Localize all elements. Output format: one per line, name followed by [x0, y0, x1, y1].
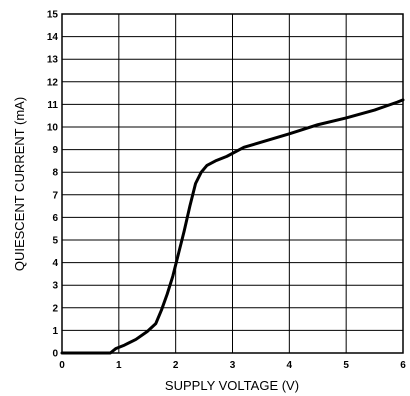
- x-tick-label-6: 6: [400, 360, 406, 371]
- y-tick-label-11: 11: [47, 100, 58, 111]
- y-tick-label-9: 9: [52, 145, 58, 156]
- y-tick-label-4: 4: [52, 258, 58, 269]
- x-tick-label-2: 2: [173, 360, 179, 371]
- y-tick-label-3: 3: [52, 281, 58, 292]
- x-tick-label-3: 3: [230, 360, 236, 371]
- x-tick-label-1: 1: [116, 360, 122, 371]
- grid-layer: [61, 13, 404, 354]
- y-tick-label-1: 1: [52, 326, 58, 337]
- y-tick-label-12: 12: [47, 77, 59, 88]
- plot-area-frame: [61, 13, 404, 354]
- y-tick-label-15: 15: [47, 10, 59, 21]
- y-tick-label-10: 10: [47, 123, 59, 134]
- x-tick-label-5: 5: [343, 360, 349, 371]
- x-tick-label-0: 0: [59, 360, 65, 371]
- y-tick-label-13: 13: [47, 55, 59, 66]
- x-axis-title: SUPPLY VOLTAGE (V): [165, 378, 299, 393]
- y-tick-label-0: 0: [52, 349, 58, 360]
- y-tick-label-6: 6: [52, 213, 58, 224]
- y-tick-label-5: 5: [52, 236, 58, 247]
- y-tick-label-2: 2: [52, 303, 58, 314]
- y-tick-label-8: 8: [52, 168, 58, 179]
- y-tick-label-7: 7: [52, 190, 58, 201]
- x-tick-labels: 0 1 2 3 4 5 6: [59, 360, 406, 371]
- series-line-0: [60, 98, 405, 355]
- x-tick-label-4: 4: [287, 360, 293, 371]
- y-axis-title: QUIESCENT CURRENT (mA): [12, 97, 27, 271]
- y-tick-label-14: 14: [47, 32, 59, 43]
- series-layer: [60, 98, 405, 355]
